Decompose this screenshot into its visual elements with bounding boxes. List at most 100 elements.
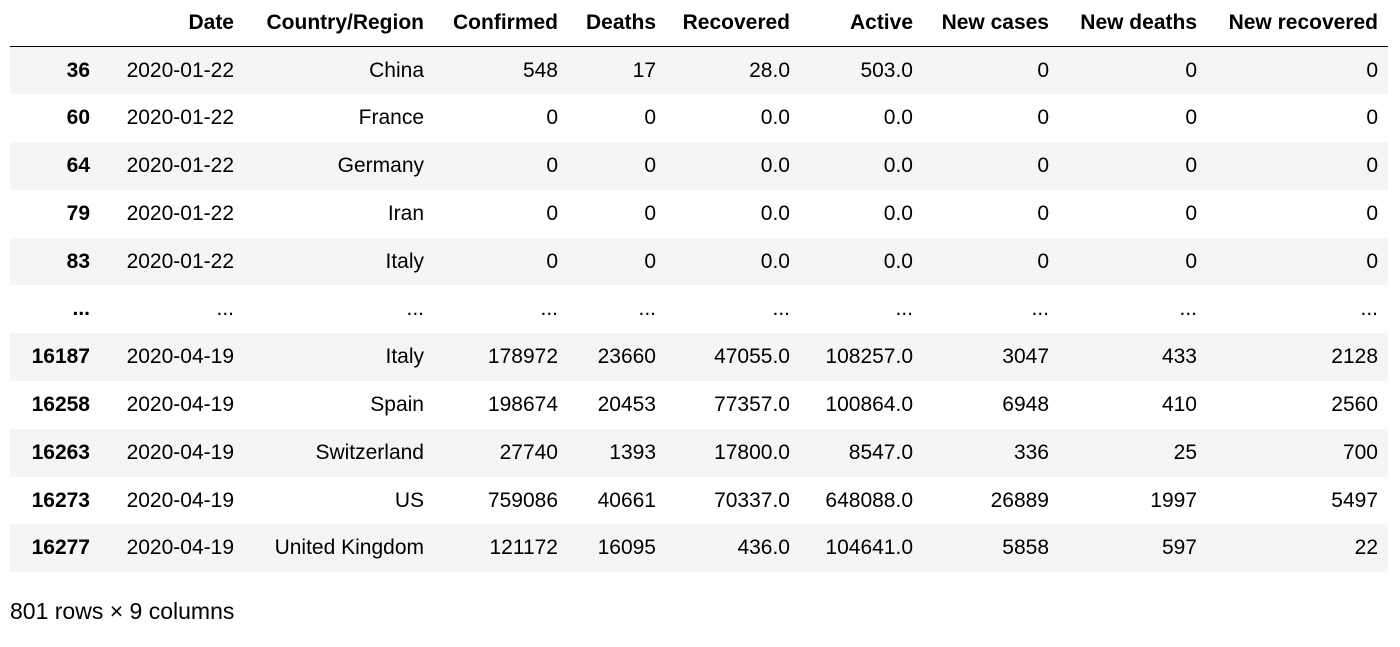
table-cell: 100864.0 xyxy=(825,392,913,416)
table-cell: 0.0 xyxy=(760,249,790,273)
table-cell: 108257.0 xyxy=(825,345,913,369)
row-index: 60 xyxy=(66,106,90,130)
table-cell: Spain xyxy=(370,392,424,416)
table-cell: 17 xyxy=(632,58,656,82)
table-cell: 0 xyxy=(644,106,656,130)
table-cell: 0 xyxy=(1037,249,1049,273)
table-cell: 2020-01-22 xyxy=(126,201,234,225)
table-cell: 26889 xyxy=(990,488,1049,512)
table-cell: 0 xyxy=(1185,249,1197,273)
table-cell: 0 xyxy=(1366,249,1378,273)
table-cell: 0 xyxy=(1366,58,1378,82)
column-header[interactable]: Date xyxy=(100,0,244,47)
dataframe-shape-summary: 801 rows × 9 columns xyxy=(10,598,235,624)
table-cell: 17800.0 xyxy=(714,440,790,464)
table-cell: 28.0 xyxy=(749,58,790,82)
table-cell: 0 xyxy=(1037,201,1049,225)
table-cell: 0 xyxy=(1185,153,1197,177)
table-cell: 0 xyxy=(644,249,656,273)
table-cell: 0.0 xyxy=(883,201,913,225)
header-row: Date Country/Region Confirmed Deaths Rec… xyxy=(10,0,1388,47)
table-cell: 0 xyxy=(1185,58,1197,82)
row-index: 16277 xyxy=(31,536,90,560)
table-cell: 0 xyxy=(1037,153,1049,177)
column-header[interactable]: New cases xyxy=(923,0,1059,47)
table-cell: China xyxy=(369,58,424,82)
table-cell: ... xyxy=(772,297,790,321)
table-cell: 0 xyxy=(1366,201,1378,225)
table-cell: ... xyxy=(895,297,913,321)
table-cell: 2020-01-22 xyxy=(126,58,234,82)
table-cell: 759086 xyxy=(487,488,558,512)
table-cell: 0 xyxy=(546,249,558,273)
column-header[interactable]: Recovered xyxy=(666,0,800,47)
row-index: ... xyxy=(72,297,90,321)
table-cell: ... xyxy=(216,297,234,321)
table-cell: 700 xyxy=(1342,440,1378,464)
table-cell: 40661 xyxy=(597,488,656,512)
table-cell: 0 xyxy=(1185,201,1197,225)
table-row: 16277 2020-04-19 United Kingdom 121172 16095… xyxy=(10,524,1388,573)
table-cell: 0.0 xyxy=(760,201,790,225)
table-cell: 2020-04-19 xyxy=(126,345,234,369)
table-cell: 0 xyxy=(546,201,558,225)
table-cell: 0 xyxy=(1185,106,1197,130)
table-cell: 70337.0 xyxy=(714,488,790,512)
table-cell: 2560 xyxy=(1331,392,1378,416)
column-header[interactable]: New deaths xyxy=(1059,0,1207,47)
row-index: 79 xyxy=(66,201,90,225)
column-header[interactable]: New recovered xyxy=(1207,0,1388,47)
table-cell: US xyxy=(394,488,424,512)
table-cell: 548 xyxy=(522,58,558,82)
table-cell: Germany xyxy=(337,153,424,177)
table-row: 16263 2020-04-19 Switzerland 27740 1393 17800… xyxy=(10,428,1388,477)
table-cell: 0.0 xyxy=(883,153,913,177)
table-cell: 433 xyxy=(1161,345,1197,369)
table-cell: 0.0 xyxy=(760,153,790,177)
table-row: 16273 2020-04-19 US 759086 40661 70337.0 64808… xyxy=(10,476,1388,525)
table-cell: 8547.0 xyxy=(848,440,913,464)
table-cell: 648088.0 xyxy=(825,488,913,512)
table-cell: 0.0 xyxy=(883,249,913,273)
table-cell: 2020-01-22 xyxy=(126,153,234,177)
table-cell: 2020-04-19 xyxy=(126,488,234,512)
column-header[interactable]: Active xyxy=(800,0,923,47)
table-cell: 0 xyxy=(1366,106,1378,130)
table-cell: 0 xyxy=(644,201,656,225)
column-header[interactable]: Deaths xyxy=(568,0,666,47)
column-header[interactable]: Confirmed xyxy=(434,0,568,47)
table-row: 36 2020-01-22 China 548 17 28.0 503.0 0 0 0 xyxy=(10,46,1388,95)
table-cell: ... xyxy=(406,297,424,321)
table-cell: 597 xyxy=(1161,536,1197,560)
table-cell: Switzerland xyxy=(315,440,424,464)
table-cell: 3047 xyxy=(1002,345,1049,369)
table-row: .............................. xyxy=(10,285,1388,334)
row-index: 16187 xyxy=(31,345,90,369)
row-index: 64 xyxy=(66,153,90,177)
table-row: 60 2020-01-22 France 0 0 0.0 0.0 0 0 0 xyxy=(10,94,1388,143)
table-cell: 1997 xyxy=(1150,488,1197,512)
table-cell: 0.0 xyxy=(760,106,790,130)
table-cell: 2020-04-19 xyxy=(126,536,234,560)
table-cell: 0 xyxy=(1037,106,1049,130)
column-header[interactable]: Country/Region xyxy=(244,0,434,47)
table-cell: 77357.0 xyxy=(714,392,790,416)
table-cell: 6948 xyxy=(1002,392,1049,416)
table-cell: Italy xyxy=(385,249,424,273)
table-cell: 0 xyxy=(1037,58,1049,82)
table-cell: 2020-01-22 xyxy=(126,106,234,130)
table-cell: 1393 xyxy=(609,440,656,464)
dataframe-table: Date Country/Region Confirmed Deaths Rec… xyxy=(10,0,1388,573)
table-cell: 2020-01-22 xyxy=(126,249,234,273)
table-cell: ... xyxy=(1031,297,1049,321)
table-row: 64 2020-01-22 Germany 0 0 0.0 0.0 0 0 0 xyxy=(10,142,1388,190)
table-cell: 5858 xyxy=(1002,536,1049,560)
table-cell: 16095 xyxy=(597,536,656,560)
index-header xyxy=(10,0,100,47)
table-row: 16258 2020-04-19 Spain 198674 20453 77357.0 10… xyxy=(10,381,1388,429)
table-cell: 0.0 xyxy=(883,106,913,130)
row-index: 16258 xyxy=(31,392,90,416)
table-cell: 121172 xyxy=(489,536,558,560)
table-cell: 47055.0 xyxy=(714,345,790,369)
table-cell: 410 xyxy=(1161,392,1197,416)
